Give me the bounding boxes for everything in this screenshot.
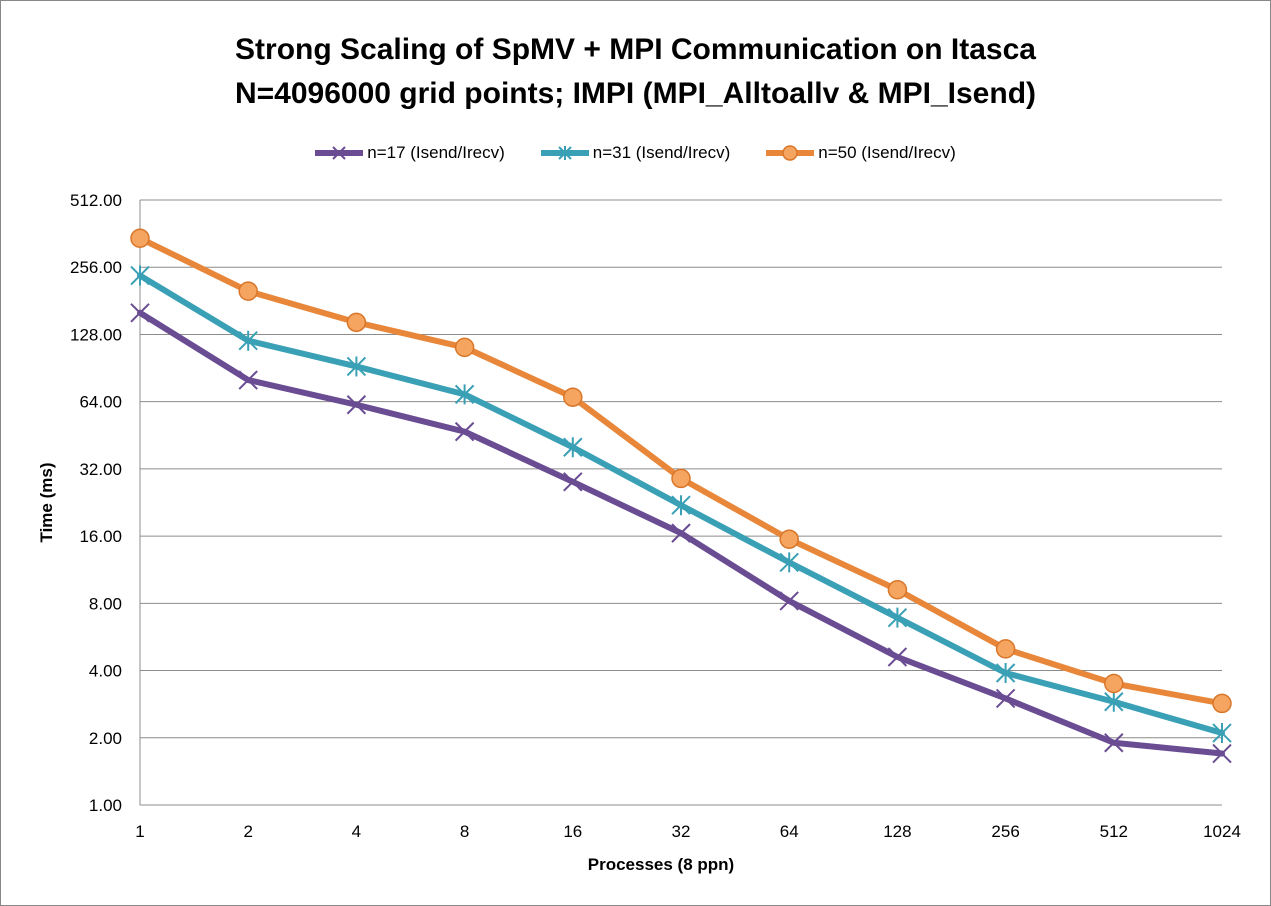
x-axis-title: Processes (8 ppn) [588, 855, 734, 874]
series-1-point-1 [130, 265, 150, 286]
legend-item-n17: n=17 (Isend/Irecv) [315, 142, 505, 164]
y-tick-label-128: 128.00 [70, 325, 122, 344]
chart-title: Strong Scaling of SpMV + MPI Communicati… [0, 28, 1271, 116]
chart-legend: n=17 (Isend/Irecv) n=31 (Isend/Irecv) n=… [0, 142, 1271, 164]
series-0-point-2 [238, 370, 258, 390]
y-tick-label-32: 32.00 [79, 460, 122, 479]
y-tick-label-16: 16.00 [79, 527, 122, 546]
y-axis-title: Time (ms) [37, 463, 56, 543]
x-tick-label-512: 512 [1100, 822, 1128, 841]
y-tick-label-64: 64.00 [79, 393, 122, 412]
x-tick-label-256: 256 [991, 822, 1019, 841]
series-2-point-8 [454, 337, 475, 358]
series-2-point-2 [238, 281, 258, 301]
series-0-point-8 [454, 421, 475, 442]
series-1-point-64 [779, 552, 799, 573]
series-1-point-1024 [1212, 723, 1232, 744]
legend-label-n17: n=17 (Isend/Irecv) [367, 143, 505, 162]
legend-item-n31: n=31 (Isend/Irecv) [540, 142, 731, 164]
series-1-point-256 [995, 663, 1016, 684]
series-0-point-512 [1104, 733, 1124, 753]
y-tick-label-1: 1.00 [89, 796, 122, 815]
series-0-point-32 [671, 523, 691, 543]
x-tick-label-4: 4 [352, 822, 361, 841]
series-1-point-2 [238, 330, 258, 351]
x-tick-label-32: 32 [672, 822, 691, 841]
y-tick-label-512: 512.00 [70, 191, 122, 210]
x-tick-label-1: 1 [135, 822, 144, 841]
x-tick-label-64: 64 [780, 822, 799, 841]
series-1-point-4 [346, 356, 367, 377]
legend-swatch-n50 [766, 145, 815, 161]
legend-label-n31: n=31 (Isend/Irecv) [592, 143, 731, 162]
x-tick-label-2: 2 [243, 822, 252, 841]
legend-swatch-n31 [540, 146, 589, 160]
series-0-point-16 [563, 472, 583, 492]
legend-label-n50: n=50 (Isend/Irecv) [818, 143, 956, 162]
series-1-point-8 [454, 384, 475, 405]
series-2-point-1024 [1212, 693, 1232, 714]
series-0-point-128 [887, 647, 908, 667]
series-2-point-4 [346, 312, 367, 333]
legend-swatch-n17 [315, 146, 364, 160]
y-tick-label-256: 256.00 [70, 258, 122, 277]
series-2-point-32 [671, 468, 691, 489]
series-0-point-4 [346, 395, 367, 415]
series-0-point-1024 [1212, 743, 1232, 764]
series-2-point-256 [995, 639, 1016, 659]
chart-title-line-1: Strong Scaling of SpMV + MPI Communicati… [235, 33, 1036, 66]
y-tick-label-4: 4.00 [89, 662, 122, 681]
x-tick-label-128: 128 [883, 822, 911, 841]
legend-item-n50: n=50 (Isend/Irecv) [766, 142, 956, 164]
series-2-point-64 [779, 529, 799, 549]
series-1-point-32 [671, 495, 691, 516]
series-2-point-1 [130, 228, 150, 249]
series-0-point-1 [130, 303, 150, 323]
x-tick-label-1024: 1024 [1203, 822, 1241, 841]
y-tick-label-2: 2.00 [89, 729, 122, 748]
series-1-point-512 [1104, 691, 1124, 712]
chart-title-line-2: N=4096000 grid points; IMPI (MPI_Alltoal… [234, 77, 1037, 110]
x-tick-label-16: 16 [563, 822, 582, 841]
series-2-point-16 [563, 387, 583, 407]
series-0-point-256 [995, 688, 1016, 709]
x-tick-label-8: 8 [460, 822, 469, 841]
series-2-point-128 [887, 580, 908, 600]
series-2-point-512 [1104, 673, 1124, 694]
y-tick-label-8: 8.00 [89, 594, 122, 613]
series-1-point-16 [563, 437, 583, 458]
series-1-point-128 [887, 607, 908, 628]
series-0-point-64 [779, 591, 799, 611]
